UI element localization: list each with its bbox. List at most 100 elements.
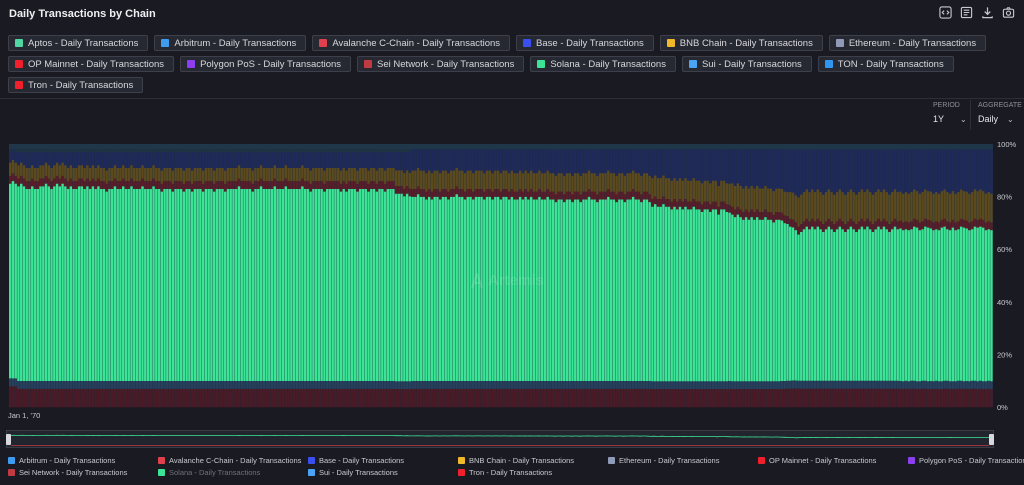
bar-column[interactable] xyxy=(463,144,467,408)
legend-bottom-item[interactable]: Base - Daily Transactions xyxy=(308,456,458,465)
bar-column[interactable] xyxy=(706,144,709,408)
bar-column[interactable] xyxy=(563,144,566,408)
bar-column[interactable] xyxy=(946,144,949,408)
legend-top-item[interactable]: TON - Daily Transactions xyxy=(817,56,954,72)
bar-column[interactable] xyxy=(257,144,260,408)
bar-column[interactable] xyxy=(345,144,348,408)
bar-column[interactable] xyxy=(918,144,921,408)
bar-column[interactable] xyxy=(9,144,12,408)
bar-column[interactable] xyxy=(149,144,152,408)
bar-column[interactable] xyxy=(783,144,786,408)
bar-column[interactable] xyxy=(53,144,56,408)
bar-column[interactable] xyxy=(80,144,84,408)
bar-column[interactable] xyxy=(857,144,861,408)
bar-column[interactable] xyxy=(353,144,356,408)
bar-column[interactable] xyxy=(182,144,186,408)
bar-column[interactable] xyxy=(645,144,649,408)
bar-column[interactable] xyxy=(466,144,469,408)
bar-column[interactable] xyxy=(235,144,238,408)
image-icon[interactable] xyxy=(960,6,973,19)
bar-column[interactable] xyxy=(631,144,635,408)
bar-column[interactable] xyxy=(378,144,381,408)
bar-column[interactable] xyxy=(130,144,133,408)
legend-top-item[interactable]: Solana - Daily Transactions xyxy=(530,56,676,72)
bar-column[interactable] xyxy=(25,144,28,408)
bar-column[interactable] xyxy=(86,144,89,408)
bar-column[interactable] xyxy=(711,144,715,408)
bar-column[interactable] xyxy=(113,144,117,408)
bar-column[interactable] xyxy=(824,144,828,408)
bar-column[interactable] xyxy=(929,144,933,408)
bar-column[interactable] xyxy=(276,144,279,408)
bar-column[interactable] xyxy=(83,144,86,408)
bar-column[interactable] xyxy=(237,144,241,408)
bar-column[interactable] xyxy=(102,144,106,408)
bar-column[interactable] xyxy=(620,144,624,408)
bar-column[interactable] xyxy=(394,144,398,408)
bar-column[interactable] xyxy=(160,144,164,408)
bar-column[interactable] xyxy=(689,144,693,408)
bar-column[interactable] xyxy=(913,144,916,408)
bar-column[interactable] xyxy=(739,144,742,408)
bar-column[interactable] xyxy=(673,144,676,408)
bar-column[interactable] xyxy=(805,144,808,408)
bar-column[interactable] xyxy=(753,144,756,408)
bar-column[interactable] xyxy=(725,144,729,408)
bar-column[interactable] xyxy=(789,144,792,408)
bar-column[interactable] xyxy=(665,144,668,408)
bar-column[interactable] xyxy=(436,144,439,408)
bar-column[interactable] xyxy=(700,144,704,408)
bar-column[interactable] xyxy=(298,144,301,408)
bar-column[interactable] xyxy=(348,144,351,408)
bar-column[interactable] xyxy=(651,144,654,408)
bar-column[interactable] xyxy=(579,144,582,408)
bar-column[interactable] xyxy=(571,144,574,408)
bar-column[interactable] xyxy=(596,144,599,408)
bar-column[interactable] xyxy=(907,144,910,408)
bar-column[interactable] xyxy=(882,144,886,408)
bar-column[interactable] xyxy=(243,144,246,408)
bar-column[interactable] xyxy=(262,144,265,408)
legend-bottom-item[interactable]: Tron - Daily Transactions xyxy=(458,468,608,477)
bar-column[interactable] xyxy=(75,144,78,408)
bar-column[interactable] xyxy=(246,144,249,408)
bar-column[interactable] xyxy=(411,144,414,408)
bar-column[interactable] xyxy=(973,144,977,408)
bar-column[interactable] xyxy=(174,144,177,408)
bar-column[interactable] xyxy=(323,144,326,408)
bar-column[interactable] xyxy=(852,144,855,408)
bar-column[interactable] xyxy=(744,144,748,408)
bar-column[interactable] xyxy=(179,144,183,408)
bar-column[interactable] xyxy=(284,144,288,408)
bar-column[interactable] xyxy=(800,144,803,408)
bar-column[interactable] xyxy=(361,144,365,408)
bar-column[interactable] xyxy=(750,144,753,408)
bar-column[interactable] xyxy=(819,144,822,408)
bar-column[interactable] xyxy=(662,144,665,408)
bar-column[interactable] xyxy=(141,144,144,408)
bar-column[interactable] xyxy=(896,144,899,408)
bar-column[interactable] xyxy=(681,144,684,408)
bar-column[interactable] xyxy=(940,144,944,408)
bar-column[interactable] xyxy=(626,144,629,408)
bar-column[interactable] xyxy=(893,144,897,408)
bar-column[interactable] xyxy=(554,144,558,408)
bar-column[interactable] xyxy=(772,144,775,408)
bar-column[interactable] xyxy=(587,144,591,408)
bar-column[interactable] xyxy=(609,144,613,408)
bar-column[interactable] xyxy=(717,144,720,408)
bar-column[interactable] xyxy=(425,144,428,408)
bar-column[interactable] xyxy=(270,144,274,408)
legend-bottom-item[interactable]: Sei Network - Daily Transactions xyxy=(8,468,158,477)
bar-column[interactable] xyxy=(802,144,806,408)
bar-column[interactable] xyxy=(902,144,905,408)
bar-column[interactable] xyxy=(846,144,850,408)
bar-column[interactable] xyxy=(268,144,271,408)
bar-column[interactable] xyxy=(367,144,370,408)
bar-column[interactable] xyxy=(422,144,425,408)
bar-column[interactable] xyxy=(758,144,762,408)
bar-column[interactable] xyxy=(769,144,773,408)
bar-column[interactable] xyxy=(279,144,282,408)
bar-column[interactable] xyxy=(863,144,866,408)
bar-column[interactable] xyxy=(273,144,277,408)
